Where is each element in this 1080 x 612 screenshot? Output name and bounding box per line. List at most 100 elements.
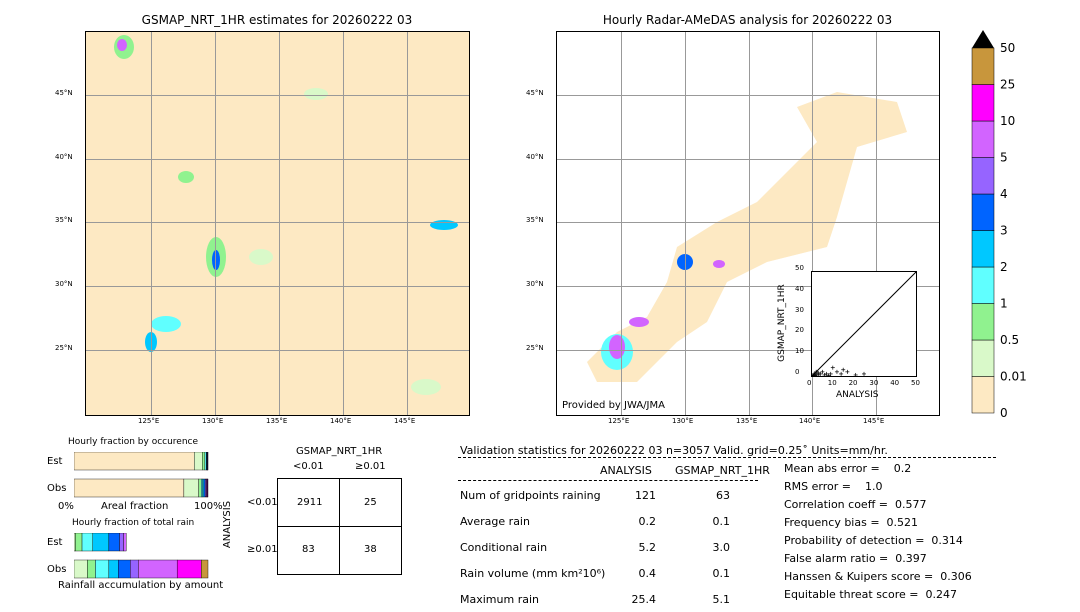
lon-label: 135°E	[266, 417, 288, 425]
fraction-segment-obs	[74, 559, 88, 579]
fraction-segment-obs	[87, 559, 96, 579]
stat-analysis: 121	[635, 489, 656, 502]
lat-label: 45°N	[526, 89, 544, 97]
colorbar-label: 5	[1000, 151, 1008, 165]
gridline	[151, 32, 152, 415]
fraction-segment-est	[204, 452, 207, 471]
lat-label: 45°N	[55, 89, 73, 97]
table-row-2: ≥0.01	[247, 544, 278, 555]
table-title: GSMAP_NRT_1HR	[296, 446, 383, 457]
colorbar-label: 0.5	[1000, 333, 1019, 347]
lat-label: 40°N	[526, 153, 544, 161]
score-line: Correlation coeff = 0.577	[784, 498, 927, 511]
gridline	[557, 350, 939, 351]
cell-false-alarm: 25	[364, 497, 377, 508]
scatter-point	[812, 371, 817, 376]
occurrence-est-label: Est	[47, 456, 63, 467]
left-map-title: GSMAP_NRT_1HR estimates for 20260222 03	[141, 13, 413, 27]
scatter-point	[839, 371, 844, 376]
stat-label: Maximum rain	[460, 593, 539, 606]
colorbar-label: 0	[1000, 406, 1008, 418]
lon-label: 140°E	[799, 417, 821, 425]
gridline	[407, 32, 408, 415]
gridline	[685, 32, 686, 415]
scatter-point	[816, 370, 821, 375]
right-map: Provided by JWA/JMA	[556, 31, 940, 416]
contingency-table: 2911 25 83 38	[277, 478, 402, 575]
occurrence-xlabel: Areal fraction	[101, 501, 169, 512]
gridline	[343, 32, 344, 415]
gridline	[812, 32, 813, 415]
gridline	[86, 159, 469, 160]
lat-label: 25°N	[526, 344, 544, 352]
table-row-title: ANALYSIS	[222, 500, 234, 549]
gridline	[557, 222, 939, 223]
scatter-point	[828, 371, 833, 376]
gridline	[876, 32, 877, 415]
fraction-segment-est	[81, 533, 93, 552]
fraction-segment-obs	[176, 559, 202, 579]
table-row-1: <0.01	[247, 497, 278, 508]
colorbar-label: 1	[1000, 297, 1008, 311]
scatter-point	[853, 372, 858, 376]
diagonal-line	[812, 272, 916, 376]
scatter-ytick: 50	[795, 264, 804, 272]
scatter-point	[814, 369, 819, 374]
score-line: Probability of detection = 0.314	[784, 534, 963, 547]
gridline	[557, 95, 939, 96]
colorbar: 0 0.01 0.5 1 2 3 4 5 10 25 50	[971, 30, 1026, 418]
colorbar-label: 3	[1000, 224, 1008, 238]
stat-gsmap: 0.1	[712, 567, 731, 580]
stat-analysis: 0.2	[638, 515, 657, 528]
cell-hit: 38	[364, 544, 377, 555]
lon-label: 140°E	[330, 417, 352, 425]
scatter-ytick: 40	[795, 284, 804, 293]
occurrence-bars	[74, 452, 209, 498]
lon-label: 145°E	[394, 417, 416, 425]
colorbar-segment	[971, 303, 995, 341]
colorbar-segment	[971, 84, 995, 122]
colorbar-label: 50	[1000, 41, 1015, 55]
rain-obs-label: Obs	[47, 564, 67, 575]
scatter-point	[845, 369, 850, 374]
scatter-ylabel: GSMAP_NRT_1HR	[776, 284, 787, 362]
fraction-segment-obs	[183, 478, 199, 498]
lon-label: 125°E	[608, 417, 630, 425]
colorbar-label: 4	[1000, 187, 1008, 201]
fraction-segment-est	[74, 452, 195, 471]
stat-label: Conditional rain	[460, 541, 548, 554]
scatter-ytick: 10	[795, 347, 804, 356]
score-line: Mean abs error = 0.2	[784, 462, 912, 475]
fraction-segment-obs	[201, 478, 203, 498]
colorbar-segment	[971, 157, 995, 195]
lat-label: 25°N	[55, 344, 73, 352]
scatter-xlabel: ANALYSIS	[836, 390, 879, 400]
fraction-segment-est	[92, 533, 110, 552]
colorbar-segment	[971, 193, 995, 231]
score-line: Frequency bias = 0.521	[784, 516, 919, 529]
occurrence-tick-right: 100%	[194, 501, 223, 512]
rain-est-label: Est	[47, 537, 63, 548]
rain-fraction-bars	[74, 533, 209, 579]
gridline	[86, 350, 469, 351]
stats-col-analysis: ANALYSIS	[600, 464, 652, 477]
stat-gsmap: 63	[716, 489, 730, 502]
colorbar-segment	[971, 339, 995, 377]
scatter-point	[822, 372, 827, 376]
fraction-segment-obs	[201, 559, 209, 579]
scatter-xtick: 30	[869, 379, 879, 387]
lat-label: 30°N	[526, 280, 544, 288]
gridline	[557, 159, 939, 160]
colorbar-label: 2	[1000, 260, 1008, 274]
colorbar-label: 25	[1000, 78, 1015, 92]
stat-label: Num of gridpoints raining	[460, 489, 601, 502]
rain-fraction-title: Hourly fraction of total rain	[72, 518, 195, 528]
scatter-point	[841, 367, 846, 372]
fraction-segment-obs	[130, 559, 139, 579]
right-map-title: Hourly Radar-AMeDAS analysis for 2026022…	[602, 13, 893, 27]
gridline	[749, 32, 750, 415]
lon-label: 145°E	[863, 417, 885, 425]
scatter-point	[824, 371, 829, 376]
fraction-segment-est	[202, 452, 206, 471]
fraction-segment-obs	[198, 478, 202, 498]
